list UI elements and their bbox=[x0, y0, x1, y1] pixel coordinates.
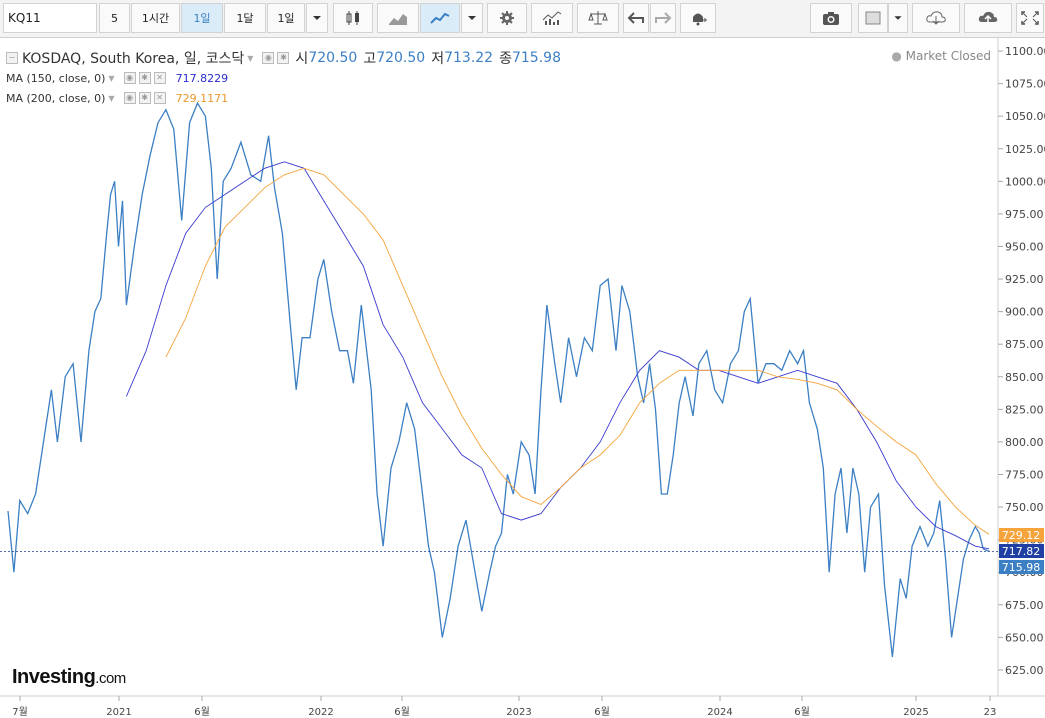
y-tick-label: 825.00 bbox=[1005, 403, 1044, 416]
ma200-series-line bbox=[165, 167, 990, 535]
x-tick-label: 7월 bbox=[12, 706, 28, 718]
ma200-value: 729.1171 bbox=[175, 91, 229, 105]
logo-main-text: Investing bbox=[12, 666, 96, 688]
y-tick-label: 900.00 bbox=[1005, 306, 1044, 319]
settings-icon[interactable]: ✱ bbox=[277, 52, 290, 64]
ma200-last-label-bg bbox=[999, 528, 1044, 542]
y-tick-label: 625.00 bbox=[1005, 664, 1044, 677]
open-value: 720.50 bbox=[308, 50, 358, 66]
x-tick-label: 23 bbox=[984, 707, 997, 718]
x-tick-label: 2023 bbox=[506, 707, 531, 718]
y-tick-label: 1100.00 bbox=[1005, 45, 1045, 58]
y-tick-label: 750.00 bbox=[1005, 501, 1044, 514]
line-chart-icon[interactable] bbox=[420, 3, 460, 33]
ma200-settings-icon[interactable]: ✱ bbox=[138, 92, 151, 104]
legend-ma150-row: MA (150, close, 0) ▼ ◉ ✱ ✕ 717.8229 bbox=[6, 68, 561, 88]
ma150-chevron-down-icon[interactable]: ▼ bbox=[108, 73, 115, 83]
y-tick-label: 1050.00 bbox=[1005, 110, 1045, 123]
price-chart[interactable]: 1100.00 1075.00 1050.00 1025.00 1000.00 975.0… bbox=[0, 38, 1045, 718]
y-tick-label: 850.00 bbox=[1005, 371, 1044, 384]
y-tick-label: 1000.00 bbox=[1005, 175, 1045, 188]
eye-icon[interactable]: ◉ bbox=[262, 52, 275, 64]
color-chevron-down-icon[interactable] bbox=[888, 3, 908, 33]
open-label: 시 bbox=[295, 51, 309, 67]
market-status-text: Market Closed bbox=[905, 49, 991, 63]
fullscreen-icon[interactable] bbox=[1016, 3, 1044, 33]
x-tick-label: 6월 bbox=[194, 706, 210, 718]
low-label: 저 bbox=[431, 51, 445, 67]
candlestick-icon[interactable] bbox=[333, 3, 373, 33]
x-tick-label: 2024 bbox=[707, 707, 732, 718]
interval-chevron-down-icon[interactable] bbox=[306, 3, 328, 33]
market-status: ● Market Closed bbox=[891, 49, 991, 63]
interval-1day-dropdown[interactable]: 1일 bbox=[267, 3, 305, 33]
y-tick-label: 1075.00 bbox=[1005, 78, 1045, 91]
low-value: 713.22 bbox=[444, 50, 494, 66]
interval-1hour[interactable]: 1시간 bbox=[131, 3, 180, 33]
interval-1day[interactable]: 1일 bbox=[181, 3, 223, 33]
y-tick-label: 1025.00 bbox=[1005, 143, 1045, 156]
y-tick-label: 975.00 bbox=[1005, 208, 1044, 221]
ma150-settings-icon[interactable]: ✱ bbox=[138, 72, 151, 84]
logo-suffix-text: .com bbox=[95, 670, 126, 687]
x-tick-label: 2025 bbox=[903, 707, 928, 718]
x-tick-label: 6월 bbox=[794, 706, 810, 718]
close-label: 종 bbox=[499, 51, 512, 67]
redo-icon[interactable] bbox=[650, 3, 676, 33]
gear-icon[interactable] bbox=[487, 3, 527, 33]
price-series-line bbox=[7, 101, 990, 657]
ma150-value: 717.8229 bbox=[175, 71, 229, 85]
legend-ma200-row: MA (200, close, 0) ▼ ◉ ✱ ✕ 729.1171 bbox=[6, 88, 561, 108]
price-last-label: 715.98 bbox=[1002, 561, 1041, 574]
cloud-upload-icon[interactable] bbox=[964, 3, 1012, 33]
ma200-chevron-down-icon[interactable]: ▼ bbox=[108, 93, 115, 103]
chart-toolbar: 5 1시간 1일 1달 1일 bbox=[0, 0, 1045, 38]
area-chart-icon[interactable] bbox=[377, 3, 419, 33]
ma150-eye-icon[interactable]: ◉ bbox=[123, 72, 136, 84]
x-tick-label: 6월 bbox=[394, 706, 410, 718]
ma200-label: MA (200, close, 0) bbox=[6, 91, 106, 105]
legend-main-row: − KOSDAQ, South Korea, 일, 코스닥 ▼ ◉ ✱ 시 720… bbox=[6, 48, 561, 68]
y-tick-label: 675.00 bbox=[1005, 599, 1044, 612]
indicators-icon[interactable] bbox=[531, 3, 573, 33]
high-label: 고 bbox=[363, 51, 377, 67]
chart-type-chevron-down-icon[interactable] bbox=[461, 3, 483, 33]
ma200-eye-icon[interactable]: ◉ bbox=[123, 92, 136, 104]
color-swatch-icon[interactable] bbox=[858, 3, 888, 33]
ma200-last-label: 729.12 bbox=[1002, 529, 1041, 542]
camera-icon[interactable] bbox=[810, 3, 852, 33]
price-last-label-bg bbox=[999, 560, 1044, 574]
interval-5[interactable]: 5 bbox=[99, 3, 130, 33]
collapse-legend-icon[interactable]: − bbox=[6, 52, 18, 64]
y-tick-label: 925.00 bbox=[1005, 273, 1044, 286]
ma150-series-line bbox=[125, 161, 990, 550]
y-tick-label: 800.00 bbox=[1005, 436, 1044, 449]
ma150-last-label-bg bbox=[999, 544, 1044, 558]
ma150-label: MA (150, close, 0) bbox=[6, 71, 106, 85]
high-value: 720.50 bbox=[376, 50, 426, 66]
ma150-last-label: 717.82 bbox=[1002, 545, 1041, 558]
y-tick-label: 775.00 bbox=[1005, 468, 1044, 481]
interval-1month[interactable]: 1달 bbox=[224, 3, 266, 33]
y-tick-label: 875.00 bbox=[1005, 338, 1044, 351]
x-tick-label: 6월 bbox=[594, 706, 610, 718]
x-tick-label: 2021 bbox=[106, 707, 131, 718]
undo-icon[interactable] bbox=[623, 3, 649, 33]
investing-logo: Investing.com bbox=[12, 666, 126, 689]
close-value: 715.98 bbox=[511, 50, 561, 66]
compare-scale-icon[interactable] bbox=[577, 3, 619, 33]
alert-bell-icon[interactable] bbox=[680, 3, 716, 33]
title-chevron-down-icon[interactable]: ▼ bbox=[247, 53, 254, 63]
y-tick-label: 950.00 bbox=[1005, 240, 1044, 253]
instrument-title: KOSDAQ, South Korea, 일, 코스닥 bbox=[22, 51, 245, 67]
y-tick-label: 650.00 bbox=[1005, 631, 1044, 644]
cloud-download-icon[interactable] bbox=[912, 3, 960, 33]
symbol-input[interactable] bbox=[3, 3, 97, 33]
ma150-close-icon[interactable]: ✕ bbox=[153, 72, 166, 84]
chart-legend: − KOSDAQ, South Korea, 일, 코스닥 ▼ ◉ ✱ 시 720… bbox=[6, 48, 561, 108]
x-tick-label: 2022 bbox=[308, 707, 333, 718]
ma200-close-icon[interactable]: ✕ bbox=[153, 92, 166, 104]
